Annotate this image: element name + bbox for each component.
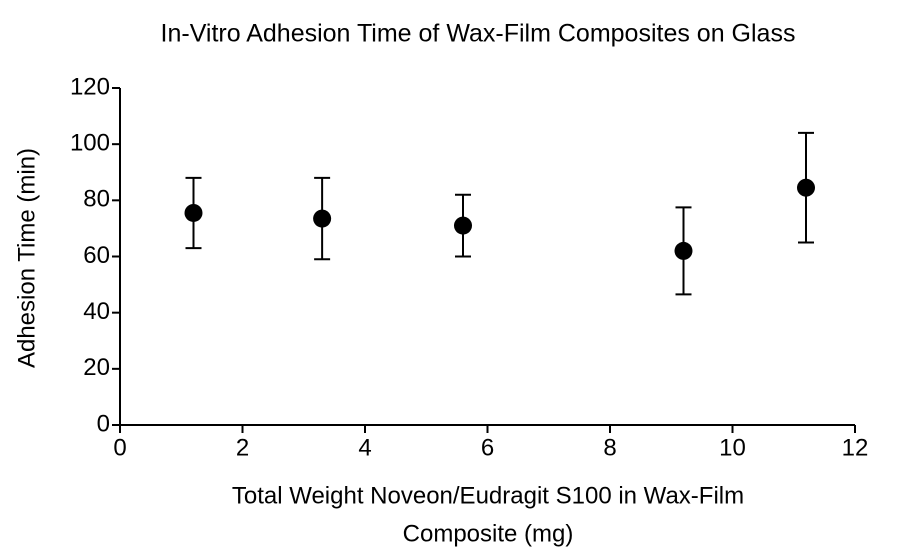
- x-axis-label: Composite (mg): [403, 520, 574, 547]
- y-axis-label: Adhesion Time (min): [13, 148, 40, 368]
- x-tick-label: 6: [481, 434, 494, 461]
- x-axis-label: Total Weight Noveon/Eudragit S100 in Wax…: [232, 482, 744, 509]
- y-tick-label: 100: [70, 130, 110, 157]
- point: [313, 209, 332, 228]
- x-tick-label: 10: [719, 434, 746, 461]
- x-tick-label: 4: [358, 434, 371, 461]
- point: [797, 178, 815, 197]
- y-tick-label: 80: [83, 186, 110, 213]
- x-tick-label: 0: [113, 434, 126, 461]
- point: [184, 203, 203, 222]
- x-tick-label: 8: [603, 434, 616, 461]
- y-tick-label: 0: [97, 410, 110, 437]
- x-tick-label: 2: [236, 434, 249, 461]
- y-tick-label: 20: [83, 354, 110, 381]
- y-tick-label: 40: [83, 298, 110, 325]
- y-tick-label: 60: [83, 242, 110, 269]
- x-tick-label: 12: [842, 434, 869, 461]
- point: [674, 241, 693, 260]
- point: [454, 216, 472, 235]
- y-tick-label: 120: [70, 73, 110, 100]
- chart-title: In-Vitro Adhesion Time of Wax-Film Compo…: [161, 20, 796, 48]
